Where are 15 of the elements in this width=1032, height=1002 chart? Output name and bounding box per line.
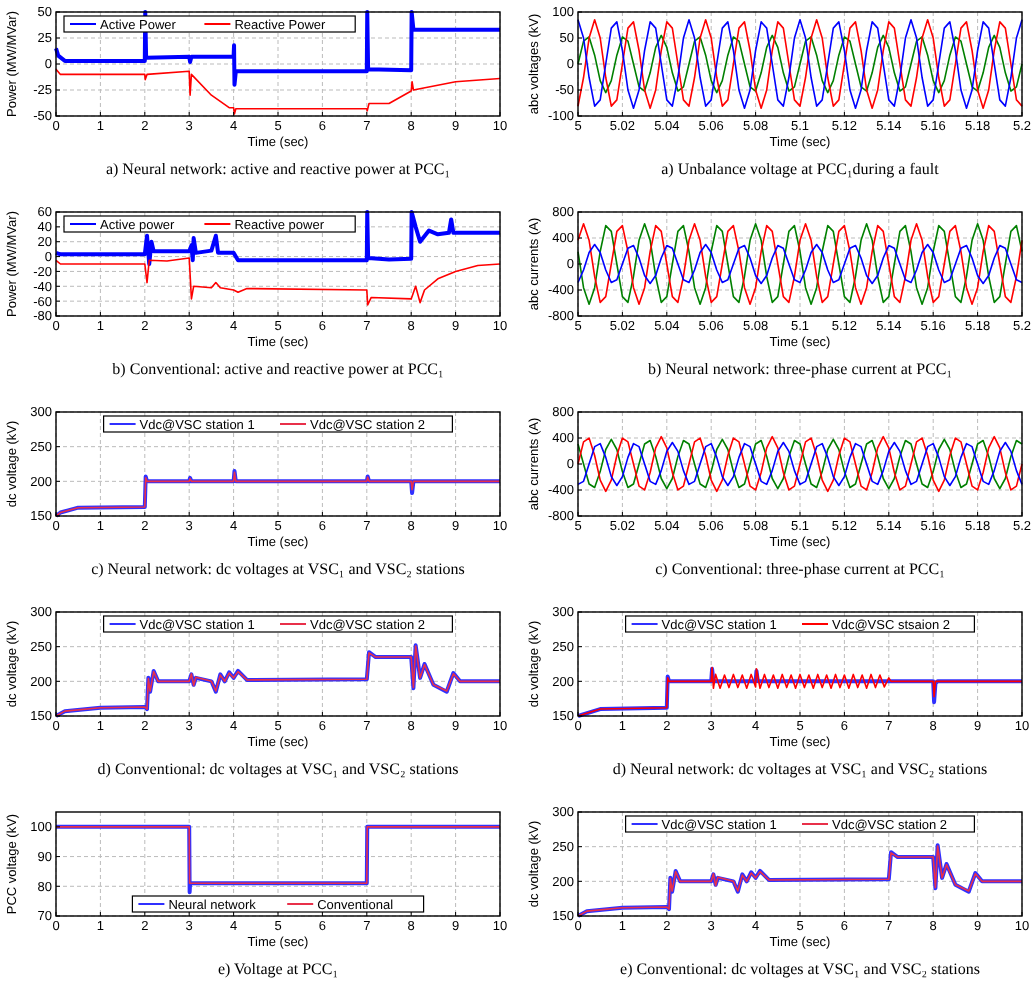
line-series [577, 243, 1023, 285]
text: a) Neural network: active and reactive power at PCC₁ [105, 160, 451, 178]
text: a) Unbalance voltage at PCC₁during a fault [661, 160, 941, 178]
text: e) Voltage at PCC₁ [217, 960, 339, 978]
text: e) Conventional: dc voltages at VSC₁ and VSC₂ stations [620, 960, 980, 978]
line-series [577, 222, 1023, 306]
line-series [55, 257, 501, 306]
text: d) Conventional: dc voltages at VSC₁ and VSC₂ stations [97, 760, 459, 778]
line-series [577, 34, 1023, 94]
text: c) Neural network: dc voltages at VSC₁ and VSC₂ stations [91, 560, 465, 578]
text: b) Conventional: active and reactive power at PCC₁ [112, 360, 445, 378]
text: c) Conventional: three-phase current at PCC₁ [655, 560, 946, 578]
text: d) Neural network: dc voltages at VSC₁ and VSC₂ stations [612, 760, 988, 778]
text: b) Neural network: three-phase current at PCC₁ [647, 360, 953, 378]
line-series [577, 19, 1023, 109]
